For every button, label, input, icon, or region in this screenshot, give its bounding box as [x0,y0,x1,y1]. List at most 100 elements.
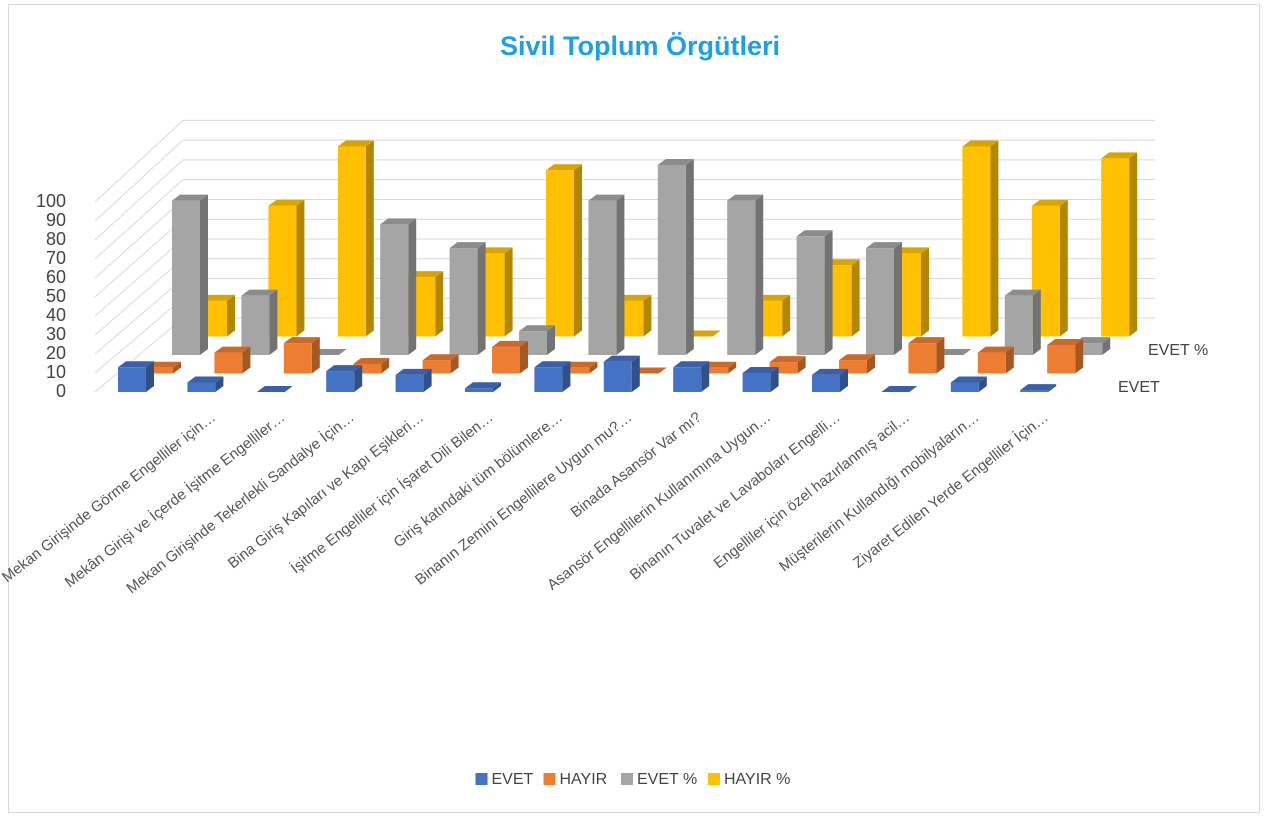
bar-side [242,346,251,374]
bar [465,382,501,392]
bar-front [241,295,270,355]
bar-front [742,373,771,392]
legend-label: EVET % [637,771,697,788]
bar-top [337,140,374,147]
bar-side [227,294,235,337]
bar-top [283,337,320,344]
bar-top [380,218,417,225]
bar-top [187,376,224,383]
grid-line [94,120,184,203]
bar-front [866,248,894,355]
y-tick-label: 20 [46,343,66,363]
y-tick-label: 30 [46,324,66,344]
bar-top [546,164,582,171]
bar-side [381,358,390,374]
bar-side [450,354,459,374]
grid-line [94,179,184,260]
bar-top [742,367,779,373]
bar-top [534,361,571,368]
bar [214,346,251,374]
bar-front [449,248,478,355]
bar-top [812,368,848,375]
bar-side [1129,152,1138,337]
bar-top [866,242,902,249]
bar-side [423,368,432,392]
bar-front [337,146,366,337]
bar-side [643,294,652,337]
bar-side [562,361,571,392]
bar-top [962,140,999,147]
bar-side [851,259,860,337]
bar-front [380,224,409,355]
bar [337,140,374,337]
bar-side [173,361,181,374]
grid-line [94,258,184,336]
bar-top [1020,384,1057,391]
legend-swatch [708,773,720,785]
bar-front [657,165,686,355]
bar-front [1074,343,1103,355]
bar [796,230,833,355]
bar [742,367,779,392]
bar [588,194,625,355]
bar-front [395,374,424,392]
bar-side [755,194,764,355]
legend-label: HAYIR % [724,771,790,788]
bar-side [1059,199,1068,337]
bar-top [1047,339,1084,345]
bar-top [727,194,764,201]
bar-top [839,354,875,361]
row-label: EVET [1118,379,1160,396]
y-tick-label: 0 [56,381,66,401]
bar-side [408,218,417,355]
bar-top [673,361,710,368]
bar-front [603,361,632,392]
bar-top [422,354,459,361]
bar-front [588,200,617,355]
bar-top [172,194,208,201]
bar-top [492,340,528,347]
y-tick-label: 100 [36,191,66,211]
bar-side [1048,384,1057,392]
bar-side [824,230,833,355]
bar [256,386,293,393]
bar-side [867,354,875,374]
bar [283,337,320,374]
bar [673,361,710,392]
bar-side [311,337,320,374]
legend-label: HAYIR [560,771,608,788]
bar-front [962,146,991,337]
chart-border [8,4,1260,813]
bar-side [493,382,501,392]
bar-top [268,199,305,206]
bar-front [561,367,590,374]
bar-front [145,367,173,374]
bar-side [990,140,999,337]
y-tick-label: 90 [46,210,66,230]
grid-line [94,218,184,298]
bar-front [465,388,493,392]
grid-line [94,317,184,393]
bar [866,242,902,355]
bar [326,365,363,392]
y-tick-label: 80 [46,229,66,249]
bar-front [727,200,756,355]
bar [812,368,848,392]
grid-line [94,199,184,279]
row-label: EVET % [1148,342,1208,359]
bar-side [685,159,694,355]
bar-side [631,355,640,392]
y-tick-label: 70 [46,248,66,268]
bar-top [796,230,833,237]
bar-top [256,386,293,392]
bar-side [520,340,528,374]
bar-front [769,362,798,374]
y-tick-label: 10 [46,362,66,382]
bar-front [796,236,825,355]
bar-side [1005,346,1014,374]
bar-top [881,386,918,392]
bar-side [936,337,945,374]
bar-top [395,368,432,375]
bar-front [1020,390,1049,392]
